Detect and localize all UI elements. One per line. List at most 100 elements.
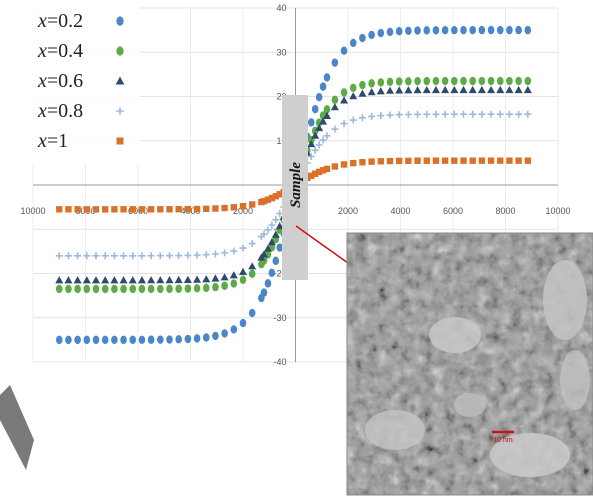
data-point xyxy=(138,335,146,345)
data-point xyxy=(359,159,366,166)
x-tick-label: 6000 xyxy=(443,206,463,216)
data-point xyxy=(202,283,210,293)
data-point xyxy=(307,139,316,148)
data-point xyxy=(120,284,127,294)
data-point xyxy=(101,284,109,294)
data-point xyxy=(414,110,422,118)
data-point xyxy=(120,335,127,345)
pointer-line xyxy=(295,225,356,269)
legend-marker xyxy=(116,46,124,56)
decorative-gray-shape xyxy=(0,385,34,470)
data-point xyxy=(323,111,331,120)
legend-marker xyxy=(115,76,125,85)
data-point xyxy=(330,103,339,111)
data-point xyxy=(515,25,522,35)
data-point xyxy=(101,252,109,260)
data-point xyxy=(83,284,91,294)
data-point xyxy=(469,110,477,118)
data-point xyxy=(221,281,228,290)
data-point xyxy=(469,157,476,164)
data-point xyxy=(268,194,276,202)
data-point xyxy=(260,250,268,258)
legend-label: x=0.6 xyxy=(37,70,83,92)
data-point xyxy=(451,25,458,35)
y-tick-label: 10 xyxy=(276,136,286,146)
data-point xyxy=(422,85,431,94)
data-point xyxy=(202,251,210,259)
data-point xyxy=(432,76,440,86)
data-point xyxy=(349,83,357,93)
data-point xyxy=(111,206,118,213)
data-point xyxy=(441,110,449,118)
data-point xyxy=(83,252,91,260)
data-point xyxy=(175,284,182,293)
data-point xyxy=(166,335,173,344)
data-point xyxy=(55,284,63,294)
data-point xyxy=(451,76,458,86)
data-point xyxy=(441,157,449,164)
data-point xyxy=(276,243,284,252)
data-point xyxy=(184,334,192,344)
data-point xyxy=(184,284,192,293)
data-point xyxy=(220,273,229,281)
data-point xyxy=(515,76,522,86)
data-point xyxy=(395,77,403,86)
data-point xyxy=(110,276,119,284)
tem-micrograph: 10 nm xyxy=(346,232,593,496)
x-tick-label: 10000 xyxy=(20,206,45,216)
x-tick-label: 8000 xyxy=(495,206,515,216)
data-point xyxy=(129,206,136,213)
data-point xyxy=(174,275,183,284)
data-point xyxy=(315,123,324,132)
data-point xyxy=(311,146,319,154)
data-point xyxy=(175,335,182,344)
data-point xyxy=(311,104,319,114)
data-point xyxy=(524,76,532,86)
data-point xyxy=(404,86,413,94)
data-point xyxy=(524,157,532,164)
data-point xyxy=(239,275,247,285)
data-point xyxy=(92,252,100,260)
data-point xyxy=(505,110,513,118)
data-point xyxy=(340,88,348,97)
data-point xyxy=(319,117,328,125)
data-point xyxy=(230,204,238,211)
x-tick-label: 2000 xyxy=(338,206,358,216)
data-point xyxy=(307,152,315,160)
data-point xyxy=(323,165,331,173)
data-point xyxy=(423,110,431,118)
data-point xyxy=(308,172,315,179)
y-tick-label: 20 xyxy=(276,92,286,102)
data-point xyxy=(431,85,440,94)
data-point xyxy=(469,25,476,35)
data-point xyxy=(359,80,366,90)
data-point xyxy=(147,276,156,284)
data-point xyxy=(184,251,192,259)
data-point xyxy=(193,251,201,259)
data-point xyxy=(276,191,283,198)
data-point xyxy=(239,318,247,328)
legend-label: x=0.8 xyxy=(37,100,83,122)
data-point xyxy=(157,206,164,213)
data-point xyxy=(460,25,467,35)
data-point xyxy=(129,335,137,345)
data-point xyxy=(368,112,376,120)
data-point xyxy=(55,335,63,345)
data-point xyxy=(413,86,422,94)
legend-marker xyxy=(116,137,124,145)
y-tick-label: -40 xyxy=(273,357,286,367)
micrograph-border xyxy=(346,232,593,496)
data-point xyxy=(120,252,128,260)
data-point xyxy=(248,201,256,208)
data-point xyxy=(311,131,320,139)
data-point xyxy=(65,206,72,213)
data-point xyxy=(340,120,348,128)
data-point xyxy=(129,284,137,294)
micrograph-voids xyxy=(365,260,590,477)
data-point xyxy=(524,110,532,118)
data-point xyxy=(478,110,486,118)
data-point xyxy=(92,276,100,284)
data-point xyxy=(505,85,514,94)
data-point xyxy=(506,25,513,35)
data-point xyxy=(101,206,109,213)
